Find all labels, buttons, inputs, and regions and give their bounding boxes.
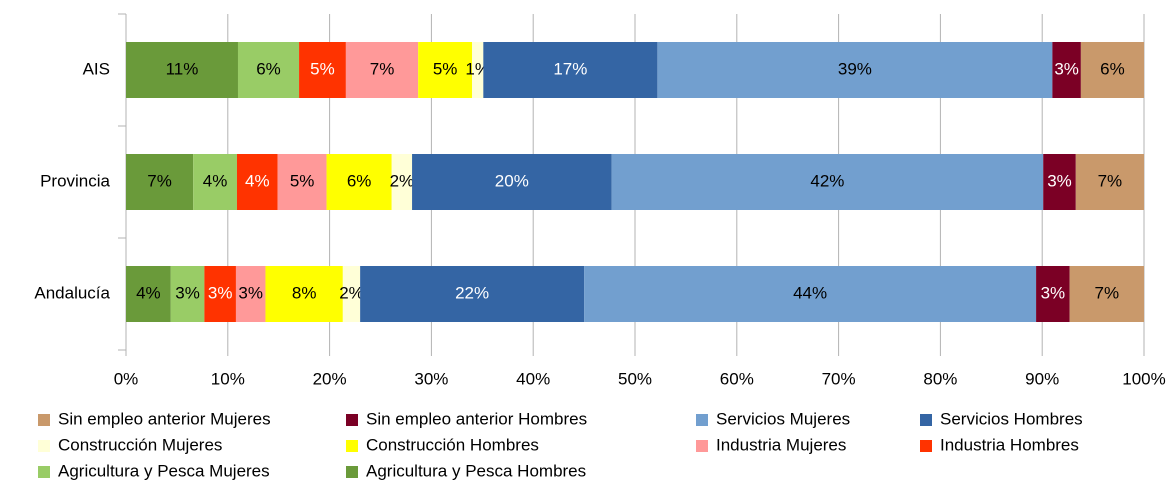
bar-segment — [235, 266, 266, 322]
legend-label: Agricultura y Pesca Hombres — [366, 461, 586, 480]
bar-segment — [1075, 154, 1144, 210]
data-label: 4% — [136, 283, 161, 302]
data-label: 3% — [1054, 59, 1079, 78]
legend-swatch — [38, 414, 50, 426]
bar-segment — [611, 154, 1044, 210]
legend-label: Sin empleo anterior Hombres — [366, 409, 587, 428]
legend-swatch — [346, 466, 358, 478]
bar-segment — [418, 42, 473, 98]
bar-segment — [126, 266, 171, 322]
bar-segment — [193, 154, 237, 210]
data-label: 8% — [292, 283, 317, 302]
legend-swatch — [38, 466, 50, 478]
bar-segment — [345, 42, 419, 98]
legend-swatch — [920, 414, 932, 426]
data-label: 5% — [433, 59, 458, 78]
data-label: 3% — [175, 283, 200, 302]
legend-swatch — [920, 440, 932, 452]
bar-segment — [391, 154, 413, 210]
x-tick-label: 40% — [516, 369, 550, 388]
data-label: 5% — [290, 171, 315, 190]
bar-segment — [236, 154, 278, 210]
bar-segment — [472, 42, 484, 98]
bar-segment — [1043, 154, 1076, 210]
legend-label: Construcción Mujeres — [58, 435, 222, 454]
bar-segment — [360, 266, 585, 322]
data-label: 22% — [455, 283, 489, 302]
bar-segment — [342, 266, 361, 322]
data-label: 39% — [838, 59, 872, 78]
data-label: 4% — [203, 171, 228, 190]
bar-segment — [584, 266, 1037, 322]
x-tick-label: 50% — [618, 369, 652, 388]
data-label: 3% — [238, 283, 263, 302]
x-tick-label: 70% — [822, 369, 856, 388]
legend-swatch — [346, 414, 358, 426]
bar-segment — [299, 42, 346, 98]
legend-label: Servicios Hombres — [940, 409, 1083, 428]
data-label: 11% — [166, 59, 199, 78]
data-label: 6% — [1100, 59, 1125, 78]
legend-label: Servicios Mujeres — [716, 409, 850, 428]
data-label: 7% — [1098, 171, 1123, 190]
bar-segment — [126, 154, 194, 210]
bar-segment — [1080, 42, 1144, 98]
x-tick-label: 90% — [1025, 369, 1059, 388]
bar-segment — [126, 42, 238, 98]
legend-swatch — [346, 440, 358, 452]
x-tick-label: 10% — [211, 369, 245, 388]
bar-segment — [170, 266, 205, 322]
data-label: 6% — [347, 171, 372, 190]
bar-segment — [657, 42, 1053, 98]
data-label: 4% — [245, 171, 270, 190]
bar-segment — [277, 154, 327, 210]
bar-segment — [1036, 266, 1070, 322]
y-tick-label: AIS — [83, 59, 110, 78]
x-tick-label: 20% — [313, 369, 347, 388]
bar-segment — [1069, 266, 1144, 322]
legend-label: Industria Hombres — [940, 435, 1079, 454]
data-label: 5% — [310, 59, 335, 78]
x-tick-label: 60% — [720, 369, 754, 388]
data-label: 2% — [339, 283, 364, 302]
data-label: 3% — [1041, 283, 1066, 302]
legend-label: Sin empleo anterior Mujeres — [58, 409, 271, 428]
data-label: 7% — [370, 59, 395, 78]
data-label: 7% — [1095, 283, 1120, 302]
bar-segment — [326, 154, 392, 210]
bar-segment — [265, 266, 343, 322]
legend-swatch — [696, 414, 708, 426]
data-label: 17% — [553, 59, 587, 78]
y-tick-label: Provincia — [40, 171, 110, 190]
x-tick-label: 30% — [414, 369, 448, 388]
y-tick-label: Andalucía — [34, 283, 110, 302]
legend-swatch — [38, 440, 50, 452]
bar-segment — [1052, 42, 1081, 98]
data-label: 44% — [793, 283, 827, 302]
legend-swatch — [696, 440, 708, 452]
data-label: 3% — [1047, 171, 1072, 190]
x-tick-label: 0% — [114, 369, 139, 388]
bar-segment — [237, 42, 300, 98]
data-label: 20% — [495, 171, 529, 190]
x-tick-label: 100% — [1122, 369, 1165, 388]
legend-label: Agricultura y Pesca Mujeres — [58, 461, 270, 480]
data-label: 6% — [256, 59, 281, 78]
bar-segment — [483, 42, 658, 98]
bar-segment — [204, 266, 236, 322]
x-tick-label: 80% — [923, 369, 957, 388]
data-label: 42% — [810, 171, 844, 190]
data-label: 3% — [208, 283, 233, 302]
legend-label: Construcción Hombres — [366, 435, 539, 454]
data-label: 2% — [390, 171, 415, 190]
legend-label: Industria Mujeres — [716, 435, 846, 454]
bar-segment — [412, 154, 612, 210]
data-label: 7% — [147, 171, 172, 190]
